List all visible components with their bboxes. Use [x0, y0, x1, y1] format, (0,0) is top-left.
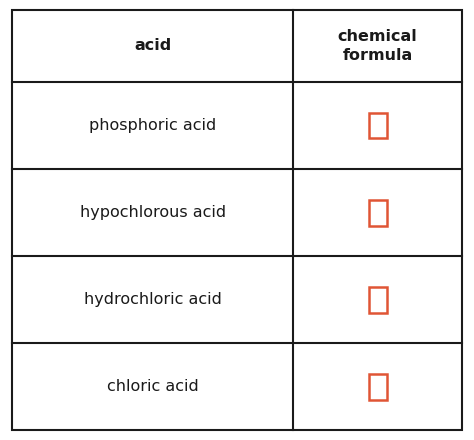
- Bar: [369, 200, 387, 226]
- Bar: [369, 113, 387, 139]
- Text: acid: acid: [134, 38, 171, 53]
- Bar: [369, 374, 387, 400]
- Text: chloric acid: chloric acid: [107, 379, 199, 394]
- Text: phosphoric acid: phosphoric acid: [89, 118, 216, 133]
- Bar: [369, 287, 387, 312]
- Text: hypochlorous acid: hypochlorous acid: [80, 205, 226, 220]
- Text: hydrochloric acid: hydrochloric acid: [83, 292, 221, 307]
- Text: chemical
formula: chemical formula: [338, 29, 418, 63]
